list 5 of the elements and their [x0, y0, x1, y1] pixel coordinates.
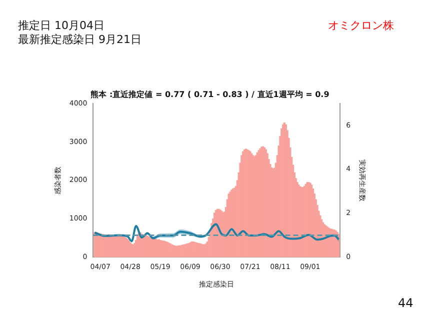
text: 44: [398, 296, 414, 310]
chart-title: 熊本 :直近推定値 = 0.77 ( 0.71 - 0.83 ) / 直近1週平均 = 0.9: [90, 88, 330, 99]
text: 推定日 10月04日: [18, 18, 104, 33]
text: 最新推定感染日 9月21日: [18, 32, 142, 47]
text: オミクロン株: [328, 18, 394, 33]
